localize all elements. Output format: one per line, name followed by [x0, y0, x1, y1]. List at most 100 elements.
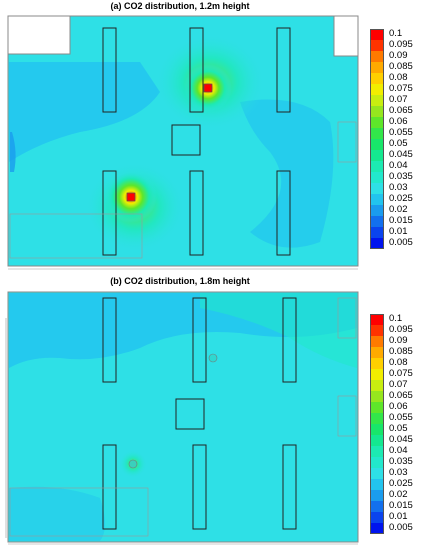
legend-swatch [370, 84, 384, 95]
desk [189, 27, 204, 113]
legend-tick-label: 0.005 [389, 237, 413, 248]
legend-tick-label: 0.065 [389, 390, 413, 401]
legend-swatch [370, 117, 384, 128]
low-region [9, 62, 160, 162]
legend-swatch [370, 62, 384, 73]
legend-swatch [370, 194, 384, 205]
low-region-edge [10, 132, 16, 172]
low-region-right [240, 99, 334, 248]
legend-tick-label: 0.1 [389, 28, 403, 39]
legend-tick-label: 0.04 [389, 445, 408, 456]
legend-swatch [370, 358, 384, 369]
legend-swatch [370, 314, 384, 325]
legend-tick-label: 0.02 [389, 204, 408, 215]
legend-swatch [370, 501, 384, 512]
desks [102, 297, 297, 530]
legend-swatch [370, 205, 384, 216]
legend-swatch [370, 51, 384, 62]
legend-tick-label: 0.01 [389, 511, 408, 522]
legend-tick-label: 0.015 [389, 500, 413, 511]
legend-tick-label: 0.075 [389, 83, 413, 94]
legend-tick-label: 0.035 [389, 171, 413, 182]
legend-tick-label: 0.085 [389, 61, 413, 72]
legend-swatch [370, 183, 384, 194]
legend-swatch [370, 490, 384, 501]
desk [189, 170, 204, 256]
central-column [175, 398, 205, 430]
legend-tick-label: 0.02 [389, 489, 408, 500]
source-upper-icon [203, 83, 213, 93]
legend-tick-label: 0.065 [389, 105, 413, 116]
legend-tick-label: 0.055 [389, 127, 413, 138]
legend-swatch [370, 172, 384, 183]
legend-tick-label: 0.09 [389, 50, 408, 61]
legend-swatch [370, 325, 384, 336]
legend-tick-label: 0.04 [389, 160, 408, 171]
legend-swatch [370, 468, 384, 479]
legend-tick-label: 0.045 [389, 149, 413, 160]
legend-swatch [370, 380, 384, 391]
legend-tick-label: 0.07 [389, 94, 408, 105]
desk [282, 444, 297, 530]
legend-swatch [370, 227, 384, 238]
legend-tick-label: 0.015 [389, 215, 413, 226]
desk [102, 297, 117, 383]
legend-tick-label: 0.09 [389, 335, 408, 346]
legend-swatch [370, 150, 384, 161]
elevated-region [200, 293, 357, 368]
legend-swatch [370, 402, 384, 413]
desk [276, 27, 291, 113]
legend-tick-label: 0.06 [389, 401, 408, 412]
legend-swatch [370, 216, 384, 227]
source-upper-icon [208, 353, 218, 363]
corner-box-right [333, 15, 359, 57]
desk [276, 170, 291, 256]
legend-tick-label: 0.035 [389, 456, 413, 467]
legend-swatch [370, 128, 384, 139]
legend-tick-label: 0.07 [389, 379, 408, 390]
panel-a-title: (a) CO2 distribution, 1.2m height [110, 1, 250, 11]
legend-tick-label: 0.025 [389, 478, 413, 489]
source-lower-icon [128, 459, 138, 469]
legend-swatch [370, 29, 384, 40]
panel-b-title: (b) CO2 distribution, 1.8m height [110, 276, 250, 286]
legend-swatch [370, 95, 384, 106]
desk [192, 444, 207, 530]
legend-tick-label: 0.005 [389, 522, 413, 533]
legend-swatch [370, 523, 384, 534]
legend-swatch [370, 457, 384, 468]
legend-swatch [370, 139, 384, 150]
legend-tick-label: 0.05 [389, 138, 408, 149]
legend-tick-label: 0.095 [389, 324, 413, 335]
legend-tick-label: 0.08 [389, 72, 408, 83]
legend-tick-label: 0.1 [389, 313, 403, 324]
legend-swatch [370, 161, 384, 172]
co2-map-1-8m [5, 291, 359, 545]
desk [102, 170, 117, 256]
legend-tick-label: 0.06 [389, 116, 408, 127]
desk [282, 297, 297, 383]
legend-tick-label: 0.045 [389, 434, 413, 445]
legend-swatch [370, 73, 384, 84]
legend-swatch [370, 512, 384, 523]
legend-swatch [370, 435, 384, 446]
co2-map-1-2m [7, 15, 359, 270]
faint-furniture [5, 297, 358, 545]
legend-frame [370, 314, 384, 534]
low-region-bottom-left [9, 486, 105, 541]
legend-swatch [370, 238, 384, 249]
faint-furniture [8, 121, 358, 270]
legend-swatch [370, 413, 384, 424]
desk [102, 27, 117, 113]
legend-swatch [370, 369, 384, 380]
legend-tick-label: 0.03 [389, 182, 408, 193]
legend-swatch [370, 391, 384, 402]
legend-swatch [370, 347, 384, 358]
legend-swatch [370, 336, 384, 347]
legend-swatch [370, 424, 384, 435]
desk [192, 297, 207, 383]
legend-tick-label: 0.095 [389, 39, 413, 50]
desk [102, 444, 117, 530]
legend-tick-label: 0.075 [389, 368, 413, 379]
legend-tick-label: 0.08 [389, 357, 408, 368]
